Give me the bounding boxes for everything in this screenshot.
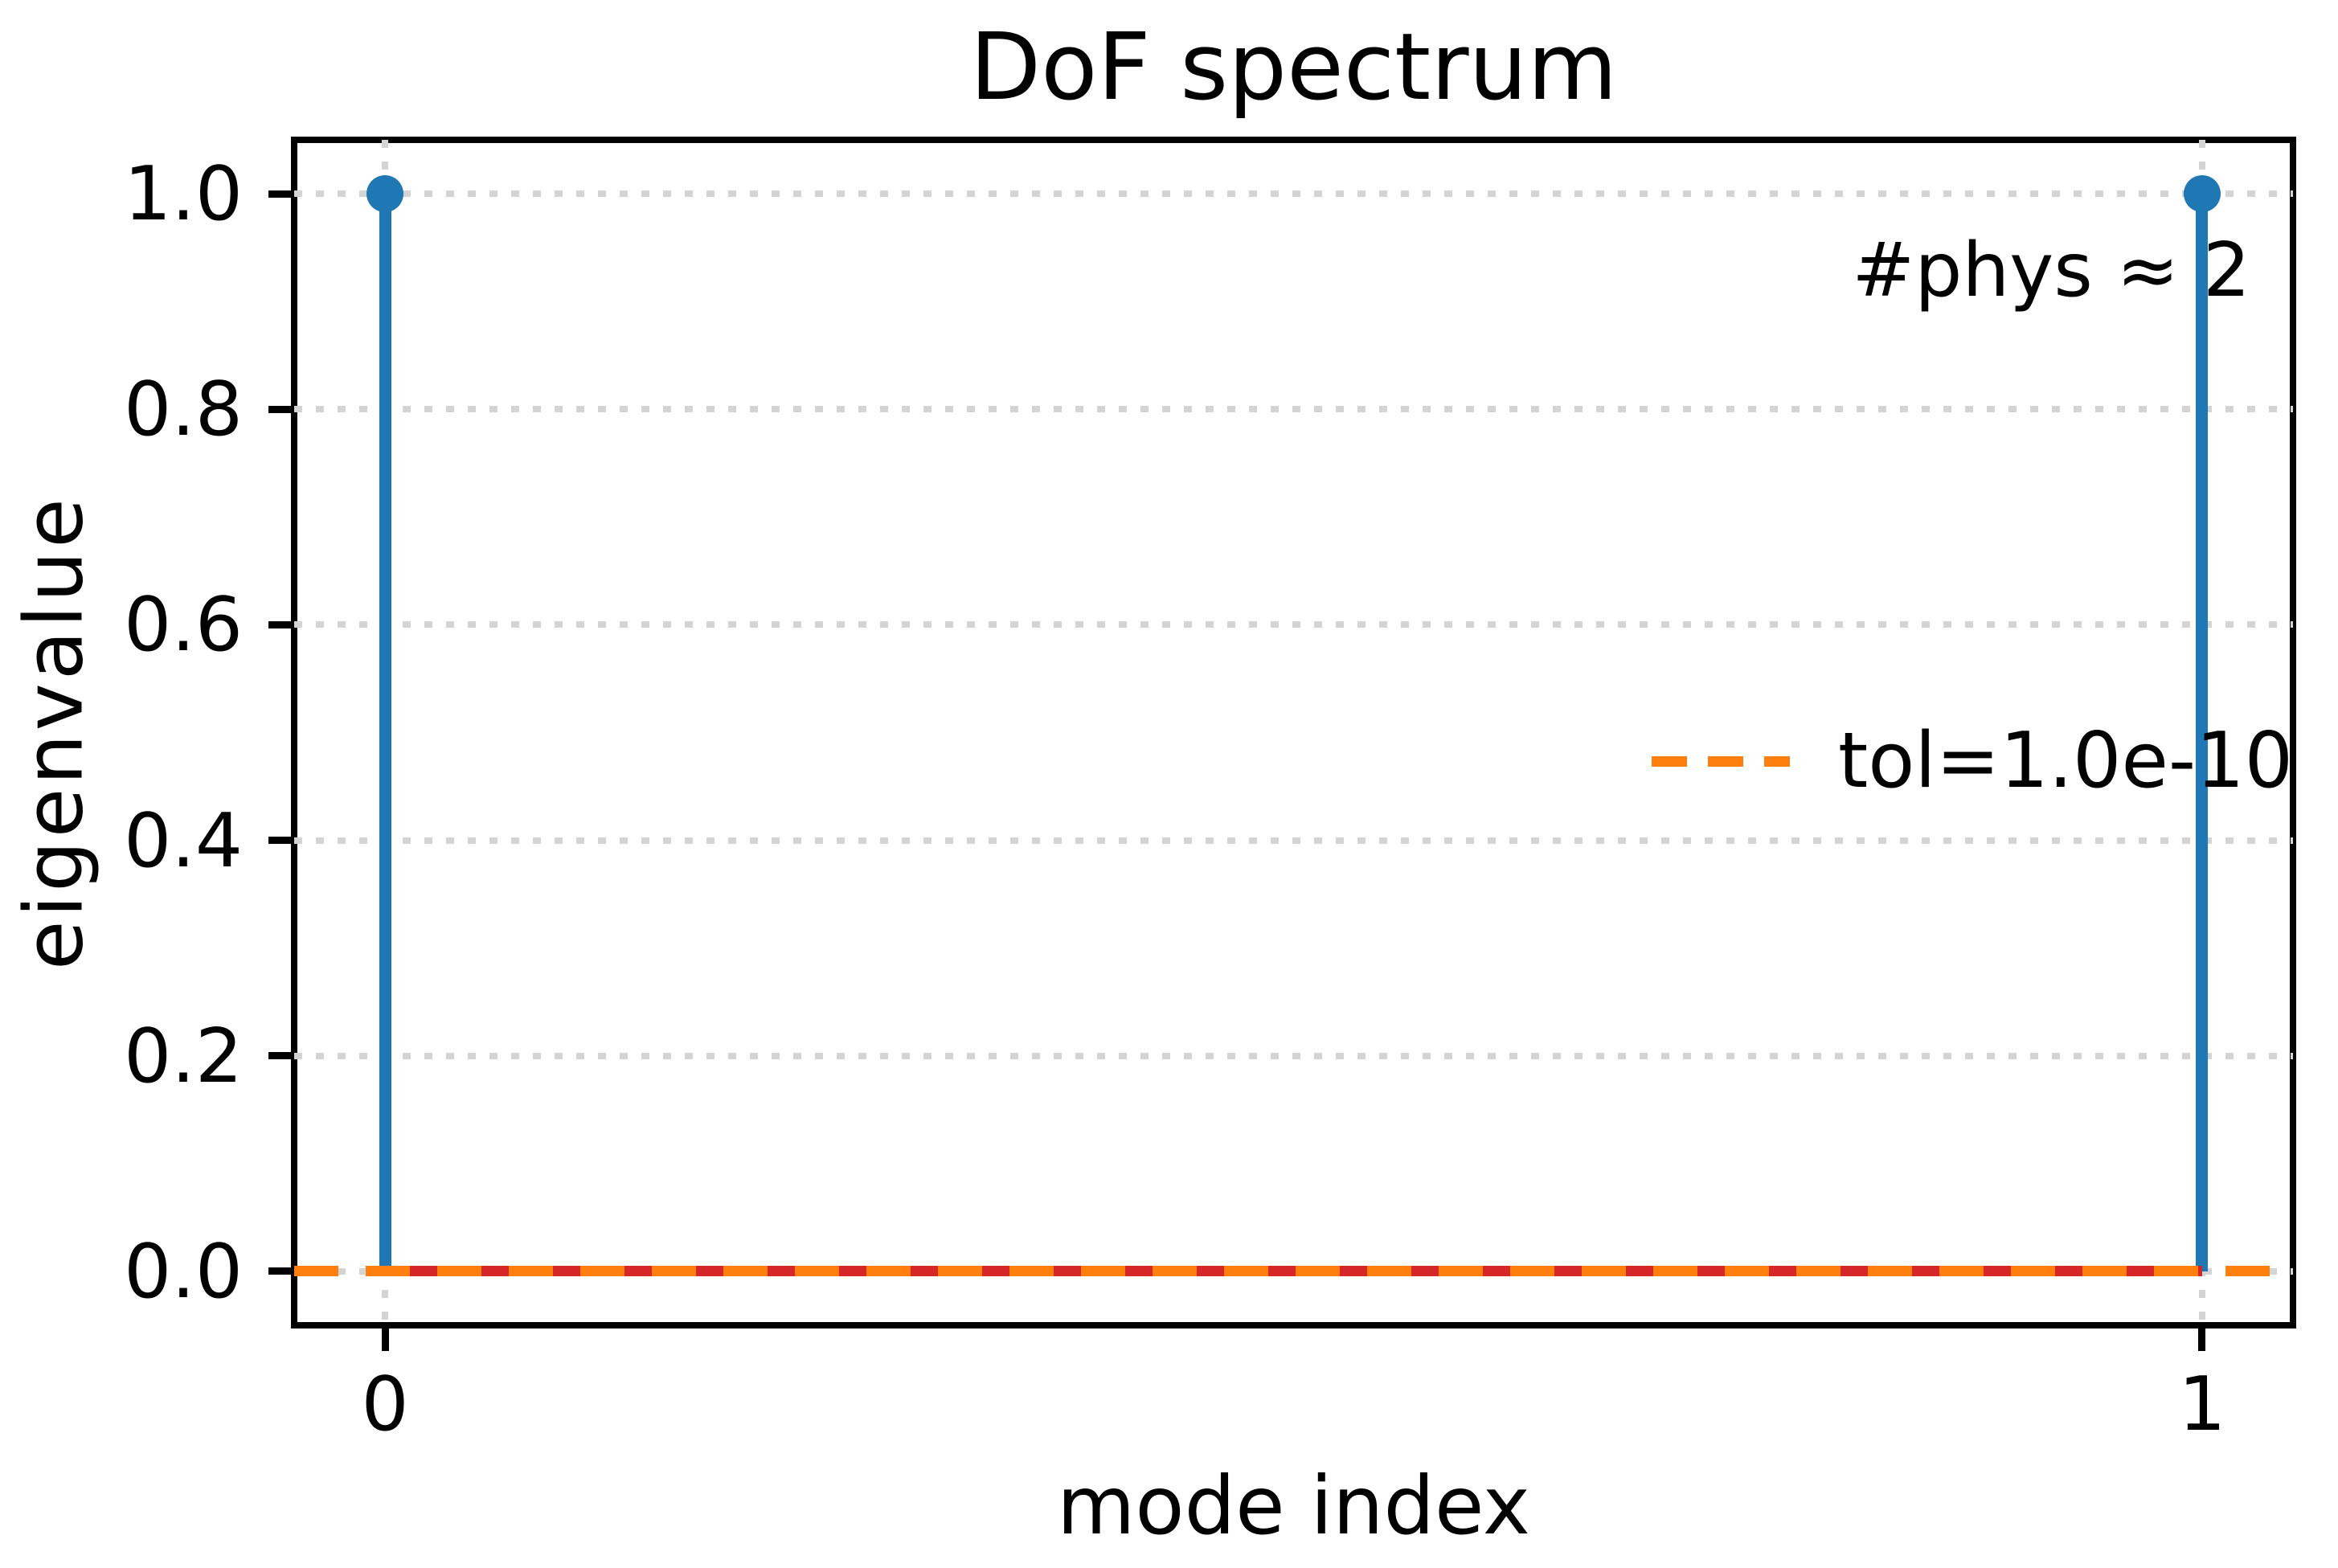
stem-marker (2183, 175, 2221, 213)
x-axis-label: mode index (1057, 1459, 1530, 1553)
y-tick-label: 0.2 (124, 1012, 243, 1099)
stem-line (2196, 194, 2209, 1271)
legend-label: tol=1.0e-10 (1838, 717, 2294, 805)
tolerance-line (294, 1266, 2293, 1277)
y-tick-label: 0.0 (124, 1227, 243, 1315)
y-gridline (294, 406, 2293, 413)
x-tick-label: 0 (361, 1361, 409, 1447)
y-tick-mark (268, 405, 291, 413)
y-tick-mark (268, 1052, 291, 1060)
y-tick-label: 0.6 (124, 581, 243, 669)
legend: tol=1.0e-10 (1652, 713, 2293, 809)
phys-count-annotation: #phys ≈ 2 (1852, 227, 2250, 313)
y-gridline (294, 621, 2293, 628)
y-gridline (294, 190, 2293, 198)
chart-title: DoF spectrum (969, 14, 1618, 121)
plot-area (291, 137, 2296, 1329)
stem-line (379, 194, 391, 1271)
legend-dashed-line-sample (1652, 755, 1790, 767)
x-tick-mark (2198, 1329, 2206, 1351)
y-tick-mark (268, 1267, 291, 1275)
y-gridline (294, 1052, 2293, 1059)
y-gridline (294, 837, 2293, 844)
y-tick-label: 0.8 (124, 366, 243, 453)
y-tick-mark (268, 837, 291, 845)
x-tick-label: 1 (2178, 1361, 2226, 1447)
x-tick-mark (381, 1329, 389, 1351)
y-tick-mark (268, 620, 291, 628)
stem-marker (366, 175, 404, 213)
y-tick-label: 0.4 (124, 796, 243, 884)
y-tick-mark (268, 190, 291, 198)
y-tick-label: 1.0 (124, 150, 243, 238)
y-axis-label: eigenvalue (6, 495, 101, 970)
